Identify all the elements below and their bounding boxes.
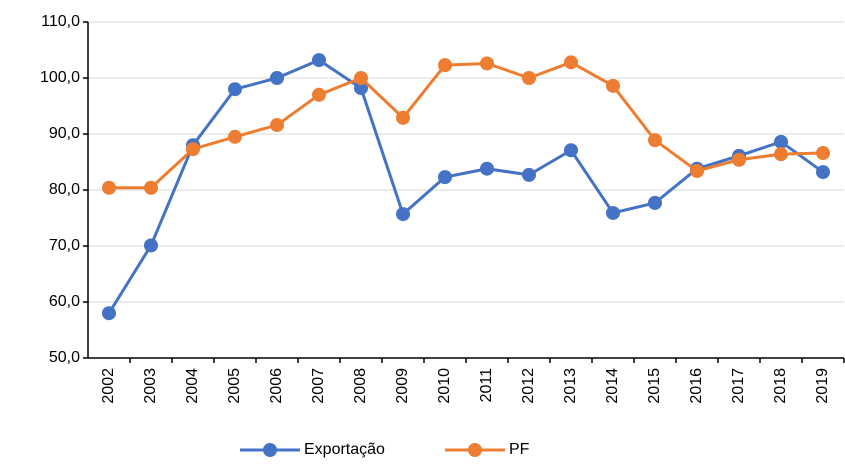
data-point [102,180,116,195]
legend-marker [467,443,482,457]
data-point [480,56,494,71]
x-tick-label: 2008 [352,368,369,404]
x-tick-label: 2003 [142,368,159,404]
data-point [648,133,662,148]
data-point [102,306,116,321]
data-point [564,55,578,70]
x-tick-label: 2018 [772,368,789,404]
data-point [648,195,662,210]
x-tick-label: 2017 [730,368,747,404]
data-point [564,143,578,158]
x-tick-label: 2002 [100,368,117,404]
data-point [354,71,368,85]
x-tick-label: 2015 [646,368,663,404]
data-point [186,142,200,157]
series-line [107,58,824,314]
data-point [816,146,830,161]
data-point [270,118,284,133]
x-tick-label: 2012 [520,368,537,404]
x-tick-label: 2006 [268,368,285,404]
x-tick-label: 2013 [562,368,579,404]
x-tick-label: 2004 [184,368,201,404]
data-point [144,180,158,195]
x-tick-label: 2009 [394,368,411,404]
data-point [438,170,452,185]
y-tick-label: 70,0 [49,237,80,254]
x-tick-label: 2014 [604,368,621,404]
x-tick-label: 2019 [814,368,831,404]
data-point [228,82,242,97]
x-tick-label: 2011 [478,368,495,403]
x-tick-label: 2010 [436,368,453,404]
data-point [774,147,788,162]
x-tick-label: 2016 [688,368,705,404]
legend-label: Exportação [304,441,385,458]
y-tick-label: 90,0 [49,125,80,142]
data-point [816,165,830,180]
y-tick-label: 80,0 [49,181,80,198]
data-point [606,78,620,93]
data-point [144,238,158,253]
data-point [606,205,620,220]
data-point [774,134,788,149]
data-point [522,71,536,85]
x-tick-label: 2005 [226,368,243,404]
data-point [354,81,368,96]
data-point [228,129,242,144]
y-tick-label: 100,0 [40,69,80,86]
data-point [312,87,326,102]
data-point [270,71,284,85]
data-point [522,167,536,182]
legend-marker [263,443,277,457]
data-point [312,53,326,68]
legend-item: Exportação [240,441,385,458]
data-point [396,207,410,222]
y-tick-label: 60,0 [49,293,80,310]
data-point [396,110,410,125]
data-point [480,161,494,176]
data-point [438,58,452,73]
data-point [732,152,746,167]
y-tick-label: 110,0 [41,13,80,30]
legend-item: PF [444,441,530,458]
series-line [109,60,824,190]
x-tick-label: 2007 [310,368,327,404]
data-point [690,163,704,178]
legend-label: PF [509,441,530,458]
y-tick-label: 50,0 [49,349,80,366]
